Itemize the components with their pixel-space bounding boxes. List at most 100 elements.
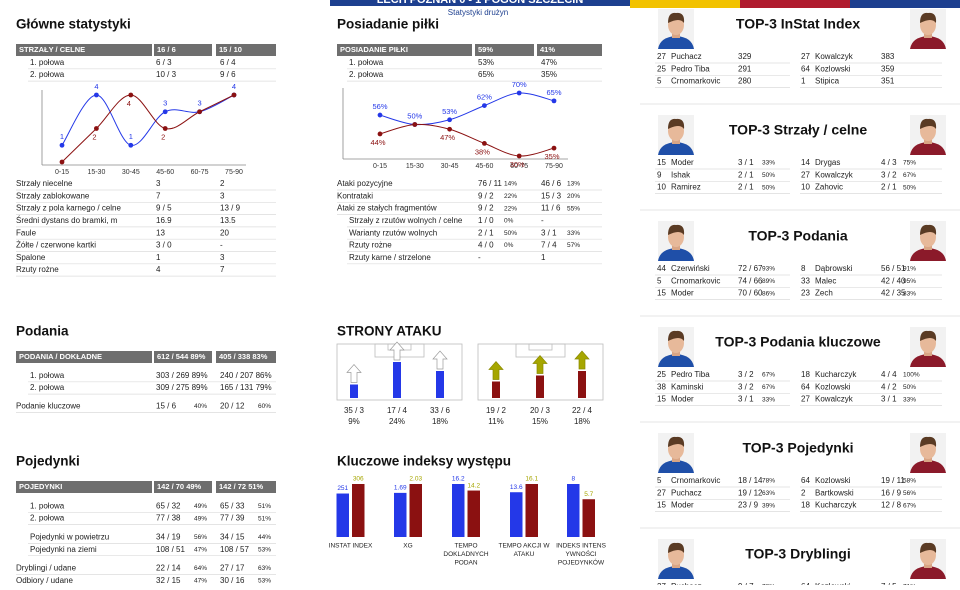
x-tick-label: 75-90 bbox=[545, 163, 563, 170]
row-label: 1. połowa bbox=[30, 58, 65, 67]
row-value: 65% bbox=[478, 70, 494, 79]
player-name: Pedro Tiba bbox=[671, 64, 710, 73]
point bbox=[377, 112, 383, 118]
header-subtitle: Statystyki drużyn bbox=[448, 8, 508, 17]
row-pct: 33% bbox=[567, 230, 580, 237]
table-header-cell bbox=[216, 481, 276, 493]
table-header-cell bbox=[154, 481, 212, 493]
player-number: 27 bbox=[657, 52, 666, 61]
index-bar bbox=[336, 493, 349, 537]
panel-title: TOP-3 Podania bbox=[748, 228, 848, 244]
photo-hair bbox=[668, 436, 685, 447]
row-pct: 50% bbox=[504, 230, 517, 237]
side-value: 35 / 3 bbox=[344, 406, 365, 415]
side-arrow bbox=[488, 360, 504, 380]
table-header-cell bbox=[475, 44, 534, 56]
side-bar bbox=[350, 384, 358, 398]
side-value: 19 / 2 bbox=[486, 406, 507, 415]
row-value: 15 / 6 bbox=[156, 402, 177, 411]
player-pct: 56% bbox=[903, 490, 916, 497]
player-value: 2 / 1 bbox=[738, 183, 754, 192]
player-name: Kozlowski bbox=[815, 476, 851, 485]
point bbox=[128, 92, 134, 98]
side-bar bbox=[393, 362, 401, 398]
row-label: Strzały z rzutów wolnych / celne bbox=[349, 216, 463, 225]
side-pct: 11% bbox=[488, 417, 503, 426]
player-name: Zech bbox=[815, 289, 833, 298]
x-tick-label: 15-30 bbox=[406, 163, 424, 170]
row-pct: 49% bbox=[194, 515, 207, 522]
side-arrow bbox=[532, 354, 548, 374]
point bbox=[551, 98, 557, 104]
player-number: 18 bbox=[801, 370, 810, 379]
row-value: 1 bbox=[541, 253, 546, 262]
row-value: 11 / 6 bbox=[541, 204, 561, 213]
value-label: 2 bbox=[92, 132, 96, 141]
player-pct: 50% bbox=[762, 184, 775, 191]
index-label: PODAN bbox=[454, 560, 477, 567]
point bbox=[59, 159, 65, 165]
index-label: ATAKU bbox=[514, 551, 535, 558]
row-label: 2. połowa bbox=[349, 70, 384, 79]
player-value: 3 / 2 bbox=[738, 382, 754, 391]
index-label: YWNOŚCI bbox=[565, 549, 596, 558]
row-value: 6 / 4 bbox=[220, 58, 236, 67]
table-header-text: 612 / 544 89% bbox=[157, 352, 206, 361]
x-tick-label: 0-15 bbox=[373, 163, 387, 170]
index-bar bbox=[510, 492, 523, 537]
row-label: Odbiory / udane bbox=[16, 576, 73, 585]
row-pct: 51% bbox=[258, 515, 271, 522]
index-label: TEMPO bbox=[454, 543, 477, 550]
index-value: 2.03 bbox=[409, 476, 422, 483]
player-pct: 95% bbox=[903, 278, 916, 285]
player-value: 74 / 66 bbox=[738, 276, 763, 285]
row-label: Strzały niecelne bbox=[16, 179, 73, 188]
x-tick-label: 30-45 bbox=[122, 169, 140, 176]
table-header-cell bbox=[537, 44, 602, 56]
player-pct: 86% bbox=[762, 290, 775, 297]
index-value: 8 bbox=[571, 476, 575, 483]
side-pct: 15% bbox=[532, 417, 548, 426]
value-label: 62% bbox=[477, 93, 492, 102]
photo-hair bbox=[920, 224, 937, 235]
table-header-text: 405 / 338 83% bbox=[219, 352, 268, 361]
row-value: - bbox=[541, 216, 544, 225]
index-bar bbox=[452, 484, 465, 537]
side-value: 20 / 3 bbox=[530, 406, 551, 415]
player-pct: 100% bbox=[903, 372, 920, 379]
index-value: 14.2 bbox=[467, 482, 480, 489]
side-bar bbox=[492, 381, 500, 398]
banner-blue bbox=[850, 0, 960, 8]
value-label: 56% bbox=[372, 102, 387, 111]
player-pct: 67% bbox=[903, 172, 916, 179]
table-header-cell bbox=[216, 351, 276, 363]
point bbox=[412, 122, 418, 127]
point bbox=[94, 92, 99, 98]
player-pct: 33% bbox=[903, 396, 916, 403]
row-value: 20 bbox=[220, 228, 229, 237]
point bbox=[94, 126, 99, 131]
player-value: 359 bbox=[881, 64, 895, 73]
player-number: 9 bbox=[657, 170, 662, 179]
player-name: Kozlowski bbox=[815, 64, 851, 73]
player-value: 42 / 35 bbox=[881, 289, 906, 298]
point bbox=[551, 145, 557, 151]
photo-shirt bbox=[910, 248, 946, 261]
player-value: 19 / 11 bbox=[881, 476, 905, 485]
row-pct: 47% bbox=[194, 546, 207, 553]
player-name: Kucharczyk bbox=[815, 370, 857, 379]
table-header-text: POSIADANIE PIŁKI bbox=[340, 45, 408, 54]
player-number: 15 bbox=[657, 395, 666, 404]
row-value: 108 / 57 bbox=[220, 545, 249, 554]
player-number: 27 bbox=[801, 170, 810, 179]
table-header-text: PODANIA / DOKŁADNE bbox=[19, 352, 102, 361]
player-number: 18 bbox=[801, 501, 810, 510]
side-value: 17 / 4 bbox=[387, 406, 408, 415]
index-label: POJEDYNKÓW bbox=[558, 558, 605, 567]
player-number: 8 bbox=[801, 264, 806, 273]
player-pct: 67% bbox=[762, 372, 775, 379]
photo-shirt bbox=[910, 566, 946, 579]
player-value: 19 / 12 bbox=[738, 488, 763, 497]
row-label: Dryblingi / udane bbox=[16, 564, 77, 573]
row-value: 27 / 17 bbox=[220, 564, 245, 573]
